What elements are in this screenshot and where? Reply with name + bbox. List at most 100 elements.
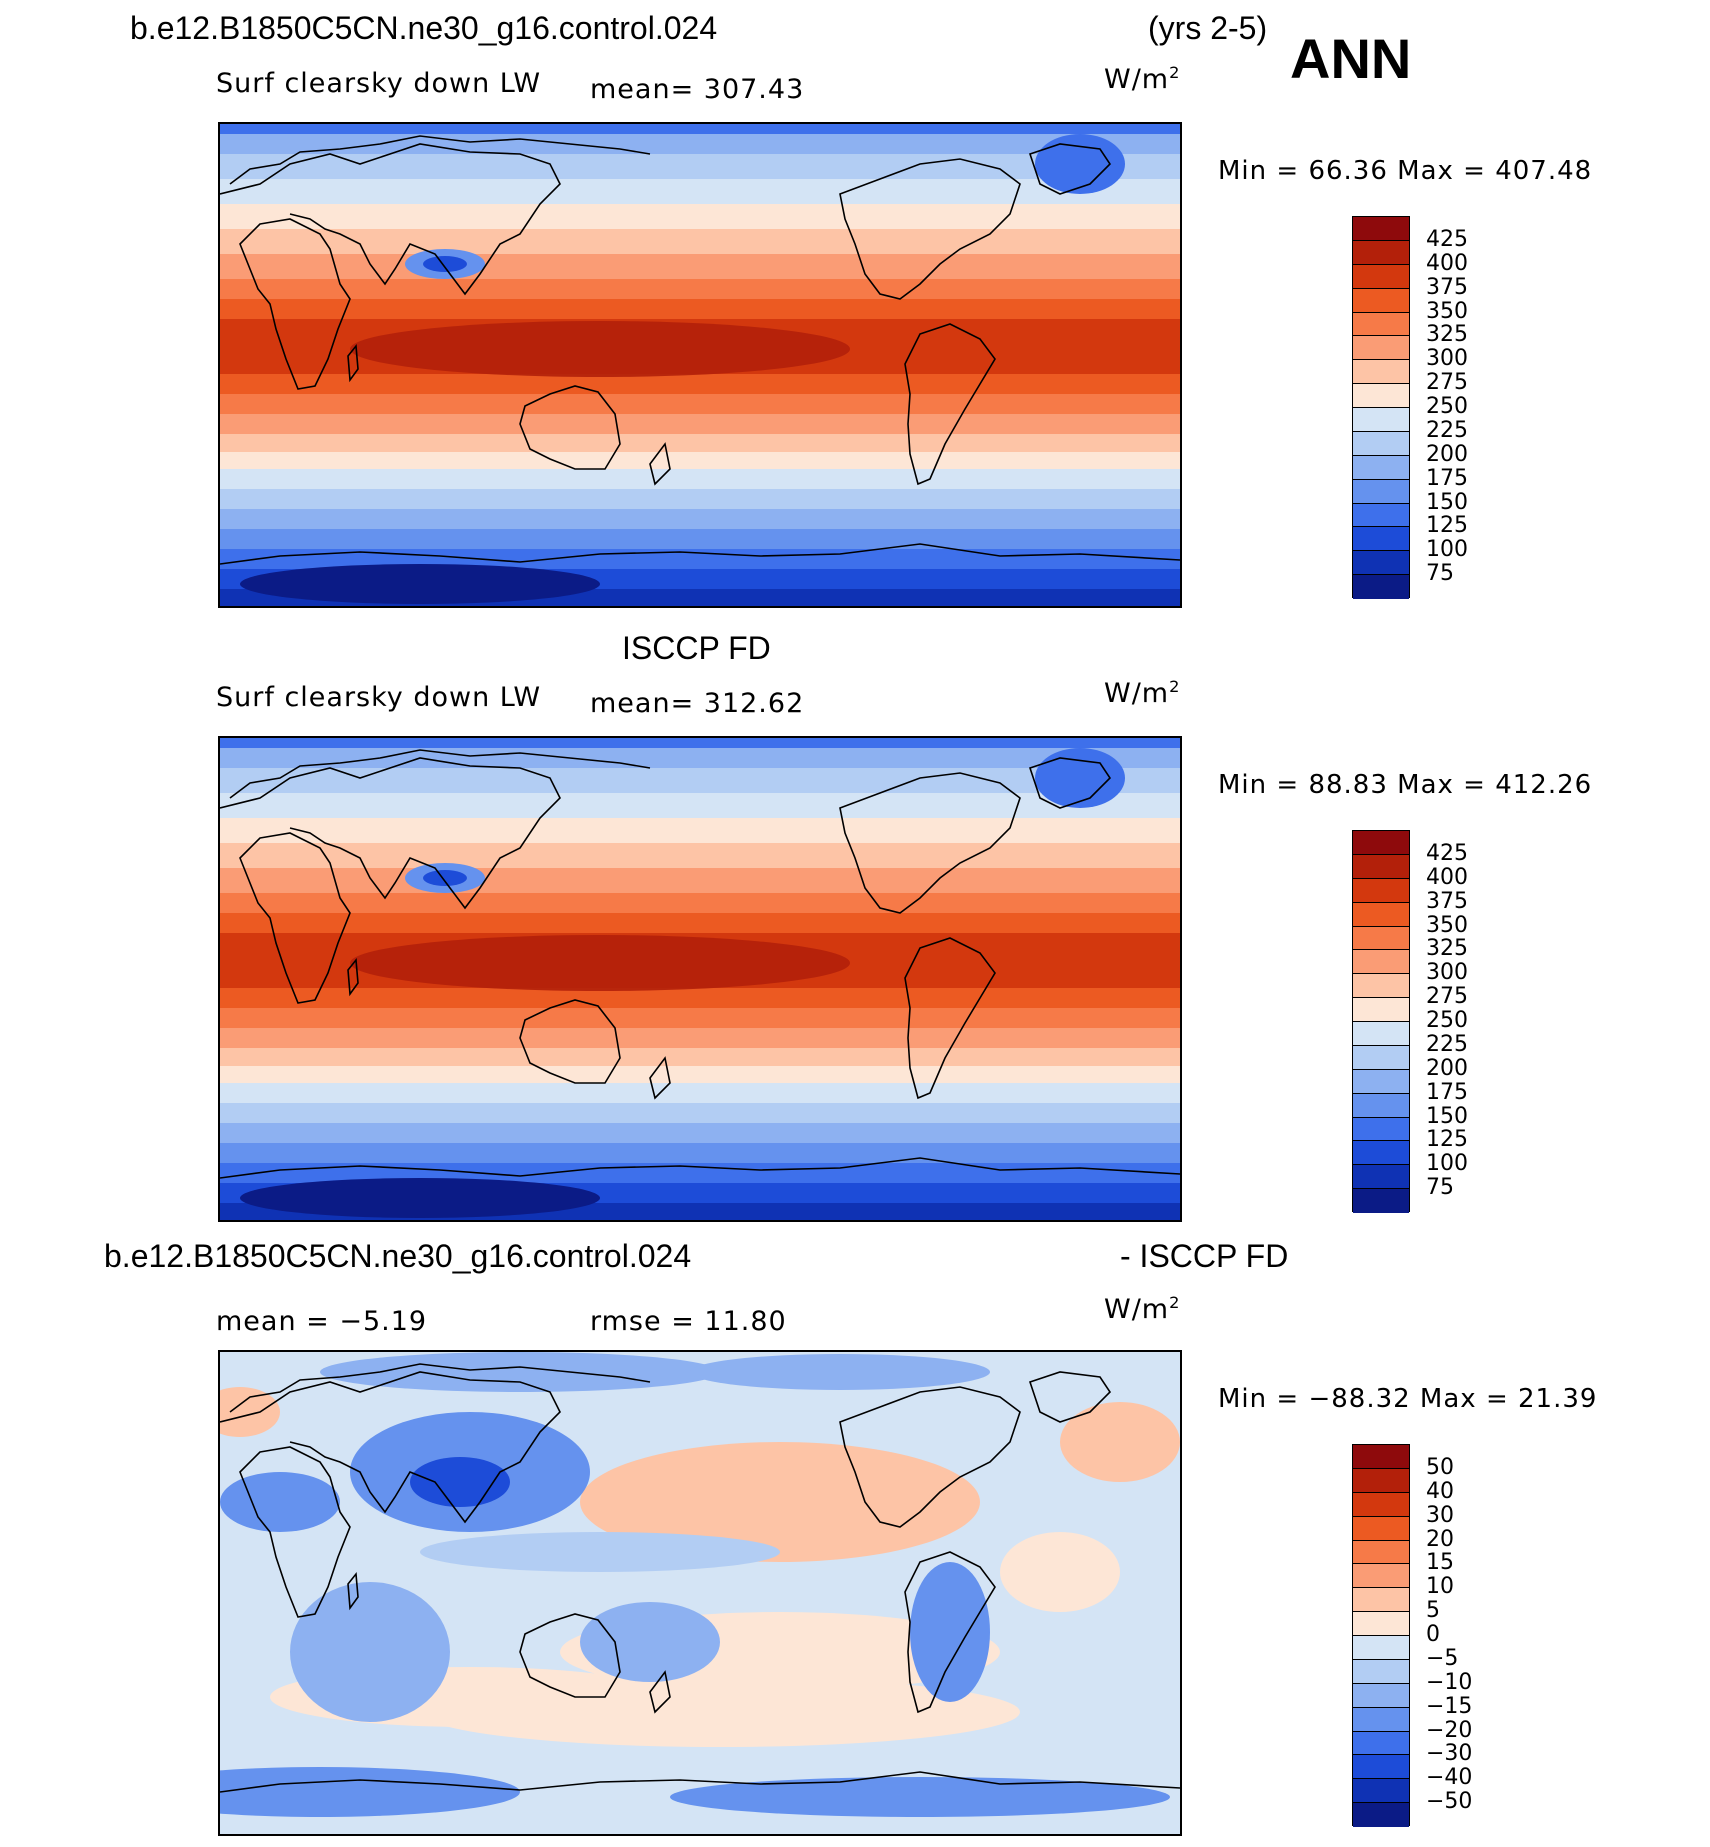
colorbar-swatch	[1353, 1659, 1409, 1684]
panel2-section-title: ISCCP FD	[622, 630, 771, 666]
colorbar-swatch	[1353, 1516, 1409, 1541]
colorbar-label: −40	[1426, 1765, 1473, 1791]
colorbar-swatch	[1353, 878, 1409, 903]
colorbar-swatch	[1353, 384, 1409, 408]
colorbar-swatch	[1353, 998, 1409, 1022]
contour-band	[320, 1352, 720, 1392]
colorbar-swatch	[1353, 1022, 1409, 1046]
contour-band	[220, 204, 1180, 229]
contour-band	[350, 321, 850, 377]
colorbar-swatch	[1353, 1683, 1409, 1708]
colorbar-swatch	[1353, 1588, 1409, 1613]
panel1-variable: Surf clearsky down LW	[216, 68, 542, 99]
coastline	[519, 999, 621, 1084]
coastline	[1028, 1371, 1112, 1423]
contour-band	[220, 1028, 1180, 1048]
colorbar-label: 325	[1426, 936, 1468, 962]
colorbar-swatch	[1353, 1445, 1409, 1469]
colorbar-label: −50	[1426, 1789, 1473, 1815]
colorbar-label: 100	[1426, 537, 1468, 563]
colorbar-label: −5	[1426, 1645, 1459, 1671]
coastline	[220, 1771, 1180, 1793]
contour-band	[220, 549, 1180, 569]
contour-band	[220, 793, 1180, 818]
colorbar-swatch	[1353, 264, 1409, 289]
colorbar-label: 275	[1426, 984, 1468, 1010]
colorbar-swatch	[1353, 217, 1409, 241]
colorbar-swatch	[1353, 1468, 1409, 1493]
colorbar-label: 400	[1426, 250, 1468, 276]
coastline	[239, 1446, 351, 1618]
contour-band	[220, 434, 1180, 452]
colorbar-swatch	[1353, 408, 1409, 432]
colorbar-label: 75	[1426, 561, 1454, 587]
map-field	[220, 124, 1180, 606]
colorbar-swatch	[1353, 336, 1409, 361]
colorbar-label: 5	[1426, 1598, 1440, 1624]
coastline	[649, 1670, 671, 1714]
contour-band	[220, 1123, 1180, 1143]
colorbar-swatch	[1353, 312, 1409, 337]
coastline	[1028, 143, 1112, 195]
panel1-minmax: Min = 66.36 Max = 407.48	[1218, 156, 1593, 186]
contour-band	[240, 564, 600, 604]
contour-band	[220, 738, 1180, 748]
panel2-minmax: Min = 88.83 Max = 412.26	[1218, 770, 1593, 800]
coastline	[229, 135, 651, 185]
contour-band	[220, 509, 1180, 529]
colorbar-label: −30	[1426, 1741, 1473, 1767]
contour-band	[220, 529, 1180, 549]
colorbar-swatch	[1353, 360, 1409, 385]
contour-band	[240, 1178, 600, 1218]
colorbar-swatch	[1353, 1731, 1409, 1756]
contour-band	[1035, 134, 1125, 194]
colorbar-swatch	[1353, 551, 1409, 576]
panel3-minmax: Min = −88.32 Max = 21.39	[1218, 1384, 1598, 1414]
contour-band	[220, 394, 1180, 414]
colorbar-label: −20	[1426, 1717, 1473, 1743]
colorbar-label: 250	[1426, 394, 1468, 419]
contour-band	[580, 1442, 980, 1562]
contour-band	[220, 299, 1180, 319]
colorbar-label: 400	[1426, 864, 1468, 890]
coastline	[229, 1363, 651, 1413]
colorbar-swatch	[1353, 479, 1409, 504]
colorbar-swatch	[1353, 527, 1409, 552]
contour-band	[220, 1048, 1180, 1066]
panel2-mean: mean= 312.62	[590, 688, 805, 719]
years-label: (yrs 2-5)	[1148, 10, 1268, 46]
colorbar-label: 375	[1426, 274, 1468, 300]
colorbar-label: 275	[1426, 370, 1468, 396]
panel3-section-title-left: b.e12.B1850C5CN.ne30_g16.control.024	[104, 1238, 692, 1274]
panel1-colorbar-labels: 425 400 375 350 325 300 275 250 225 200 175 150 125 1…	[1420, 216, 1500, 598]
colorbar-swatch	[1353, 1564, 1409, 1589]
contour-band	[220, 1767, 520, 1817]
colorbar-swatch	[1353, 854, 1409, 879]
panel3-map	[218, 1350, 1182, 1836]
colorbar-swatch	[1353, 1612, 1409, 1636]
coastline	[347, 957, 359, 997]
contour-band	[220, 179, 1180, 204]
colorbar-swatch	[1353, 1165, 1409, 1190]
contour-band	[580, 1602, 720, 1682]
colorbar-label: 15	[1426, 1550, 1454, 1576]
colorbar-swatch	[1353, 431, 1409, 456]
contour-band	[690, 1354, 990, 1390]
colorbar-label: 30	[1426, 1502, 1454, 1528]
colorbar-label: 40	[1426, 1478, 1454, 1504]
colorbar-label: −10	[1426, 1669, 1473, 1695]
colorbar-swatch	[1353, 1540, 1409, 1565]
panel3-rmse: rmse = 11.80	[590, 1306, 787, 1337]
panel2-map	[218, 736, 1182, 1222]
colorbar-swatch	[1353, 1069, 1409, 1094]
coastline	[220, 143, 561, 296]
panel3-units: W/m2	[1104, 1293, 1181, 1325]
colorbar-label: 10	[1426, 1574, 1454, 1600]
colorbar-label: 175	[1426, 465, 1468, 491]
coastline	[839, 1386, 1021, 1528]
colorbar-swatch	[1353, 288, 1409, 313]
coastline	[220, 1157, 1180, 1179]
contour-band	[220, 1008, 1180, 1028]
colorbar-swatch	[1353, 1141, 1409, 1166]
colorbar-label: 325	[1426, 322, 1468, 348]
